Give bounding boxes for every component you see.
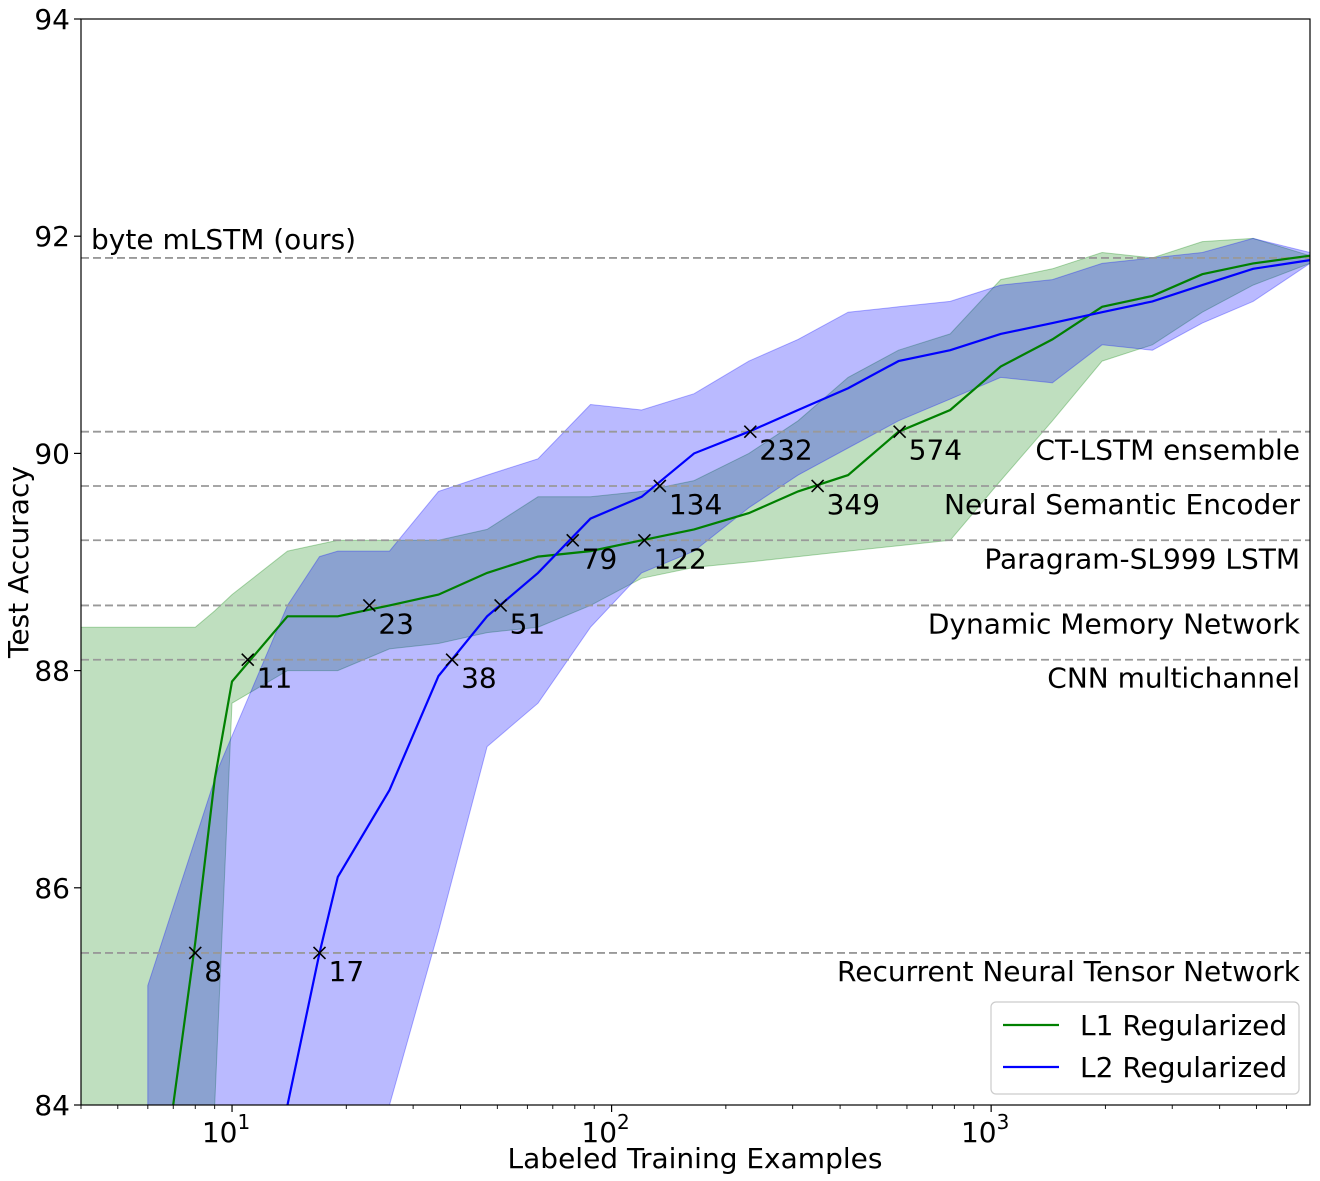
y-tick-label: 94 — [34, 3, 70, 36]
threshold-label: 51 — [510, 607, 546, 640]
y-tick-label: 84 — [34, 1089, 70, 1122]
reference-label: Paragram-SL999 LSTM — [984, 542, 1300, 575]
x-axis: 101 102 103 — [80, 1105, 1287, 1149]
series-lines — [172, 254, 1310, 1105]
reference-label: Recurrent Neural Tensor Network — [837, 955, 1301, 988]
x-axis-title: Labeled Training Examples — [508, 1142, 883, 1175]
threshold-marker — [566, 533, 580, 547]
threshold-label: 17 — [329, 955, 365, 988]
l2-regularized-line — [286, 259, 1310, 1105]
legend: L1 Regularized L2 Regularized — [990, 1001, 1300, 1095]
threshold-marker — [893, 425, 907, 439]
y-axis: 84 86 88 90 92 94 — [34, 3, 81, 1122]
threshold-markers: 8 11 23 79 122 349 574 17 38 51 134 232 — [188, 425, 962, 988]
l1-regularized-line — [172, 254, 1310, 1105]
reference-lines: byte mLSTM (ours) CT-LSTM ensemble Neural … — [81, 223, 1310, 988]
threshold-label: 23 — [378, 607, 414, 640]
x-tick-label: 103 — [961, 1110, 1009, 1149]
threshold-marker — [188, 946, 202, 960]
threshold-marker — [743, 425, 757, 439]
legend-label: L1 Regularized — [1080, 1009, 1287, 1042]
reference-label: byte mLSTM (ours) — [91, 223, 356, 256]
y-tick-label: 92 — [34, 220, 70, 253]
threshold-marker — [653, 479, 667, 493]
l1-regularized-band — [81, 237, 1310, 1105]
threshold-label: 79 — [582, 542, 618, 575]
reference-label: Dynamic Memory Network — [928, 607, 1301, 640]
y-tick-label: 86 — [34, 872, 70, 905]
reference-label: Neural Semantic Encoder — [944, 488, 1300, 521]
legend-label: L2 Regularized — [1080, 1051, 1287, 1084]
x-tick-label: 101 — [202, 1110, 250, 1149]
confidence-bands — [81, 237, 1310, 1105]
x-tick-label: 102 — [581, 1110, 629, 1149]
threshold-marker — [241, 653, 255, 667]
threshold-label: 349 — [827, 488, 880, 521]
threshold-label: 38 — [461, 662, 497, 695]
threshold-label: 232 — [759, 434, 812, 467]
threshold-label: 8 — [204, 955, 222, 988]
y-tick-label: 90 — [34, 437, 70, 470]
y-axis-title: Test Accuracy — [2, 466, 35, 659]
threshold-marker — [312, 946, 327, 960]
threshold-marker — [445, 653, 459, 667]
y-tick-label: 88 — [34, 655, 70, 688]
threshold-label: 122 — [653, 542, 706, 575]
legend-box — [990, 1001, 1300, 1095]
threshold-label: 574 — [909, 434, 962, 467]
reference-label: CNN multichannel — [1047, 662, 1300, 695]
plot-frame — [80, 18, 1311, 1106]
threshold-marker — [362, 598, 376, 613]
reference-label: CT-LSTM ensemble — [1035, 434, 1300, 467]
threshold-marker — [637, 533, 651, 547]
threshold-label: 134 — [669, 488, 722, 521]
threshold-marker — [494, 598, 508, 613]
threshold-label: 11 — [257, 662, 293, 695]
threshold-marker — [811, 479, 825, 493]
l2-regularized-band — [147, 237, 1310, 1105]
